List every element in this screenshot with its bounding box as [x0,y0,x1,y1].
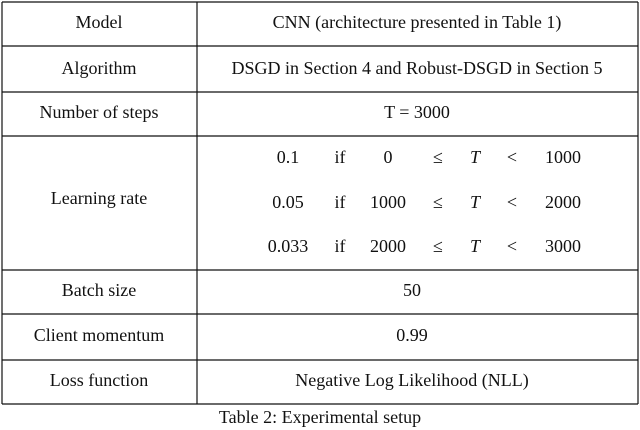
schedule-cell: ≤ [433,236,443,256]
schedule-cell: 2000 [370,236,406,256]
schedule-cell: < [507,236,517,256]
schedule-cell: 2000 [545,192,581,212]
schedule-cell: ≤ [433,147,443,167]
row-label: Batch size [62,280,136,300]
schedule-cell: < [507,192,517,212]
schedule-cell: ≤ [433,192,443,212]
schedule-cell: if [335,147,346,167]
cell: T = 3000 [384,102,450,122]
cell: CNN (architecture presented in Table 1) [273,12,562,33]
learning-rate-schedule: 0.1 if 0 ≤ T <1000 0.05 if 1000 ≤ T <2000 0.033 if 200… [268,147,581,256]
schedule-cell: if [335,236,346,256]
schedule-cell: T [470,192,482,212]
schedule-cell: 0.05 [272,192,304,212]
row-label: Learning rate [51,188,147,208]
schedule-cell: 0 [384,147,393,167]
schedule-cell: 3000 [545,236,581,256]
row-label: Loss function [50,370,149,390]
row-label: Client momentum [34,325,165,345]
schedule-cell: 0.1 [277,147,300,167]
schedule-cell: T [470,147,482,167]
cell: Negative Log Likelihood (NLL) [295,370,528,391]
schedule-cell: if [335,192,346,212]
cell: 0.99 [396,325,428,345]
schedule-cell: T [470,236,482,256]
schedule-cell: 1000 [545,147,581,167]
cell: 50 [403,280,421,300]
schedule-cell: < [507,147,517,167]
caption: Table 2: Experimental setup [219,407,421,427]
row-label: Algorithm [62,58,137,78]
schedule-cell: 1000 [370,192,406,212]
row-label: Number of steps [40,102,159,122]
row-label: Model [76,12,123,32]
table-borders [1,1,639,405]
cell: DSGD in Section 4 and Robust-DSGD in Sec… [232,58,603,78]
schedule-cell: 0.033 [268,236,309,256]
